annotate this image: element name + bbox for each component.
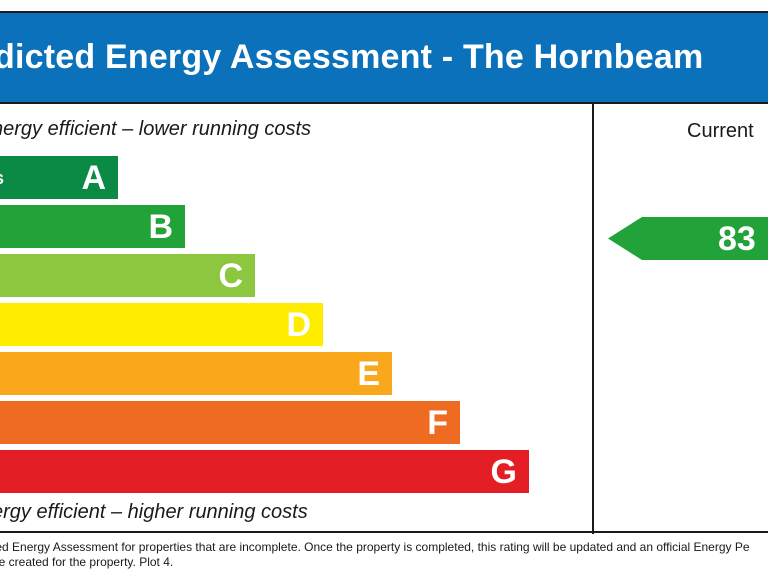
band-e: E [0, 352, 392, 395]
band-letter: C [218, 257, 243, 295]
top-caption: nergy efficient – lower running costs [0, 118, 312, 140]
current-rating-arrow: 83 [608, 217, 768, 260]
band-d: D [0, 303, 323, 346]
band-letter: G [490, 453, 517, 491]
band-f: F [0, 401, 460, 444]
band-range: s [0, 168, 4, 189]
title-bar: dicted Energy Assessment - The Hornbeam [0, 13, 768, 104]
page-title: dicted Energy Assessment - The Hornbeam [0, 38, 704, 76]
current-column-title: Current [687, 120, 754, 142]
band-letter: E [357, 355, 380, 393]
footnote-line-1: ted Energy Assessment for properties tha… [0, 540, 750, 554]
band-letter: B [148, 208, 173, 246]
epc-frame [0, 11, 768, 533]
current-rating-value: 83 [718, 220, 756, 258]
band-a: sA [0, 156, 118, 199]
bottom-caption: ergy efficient – higher running costs [0, 501, 308, 523]
band-letter: A [81, 159, 106, 197]
footnote: ted Energy Assessment for properties tha… [0, 540, 768, 570]
band-letter: F [427, 404, 448, 442]
band-letter: D [286, 306, 311, 344]
band-c: C [0, 254, 255, 297]
column-divider [592, 104, 594, 534]
footnote-line-2: be created for the property. Plot 4. [0, 555, 174, 569]
band-g: G [0, 450, 529, 493]
band-b: B [0, 205, 185, 248]
